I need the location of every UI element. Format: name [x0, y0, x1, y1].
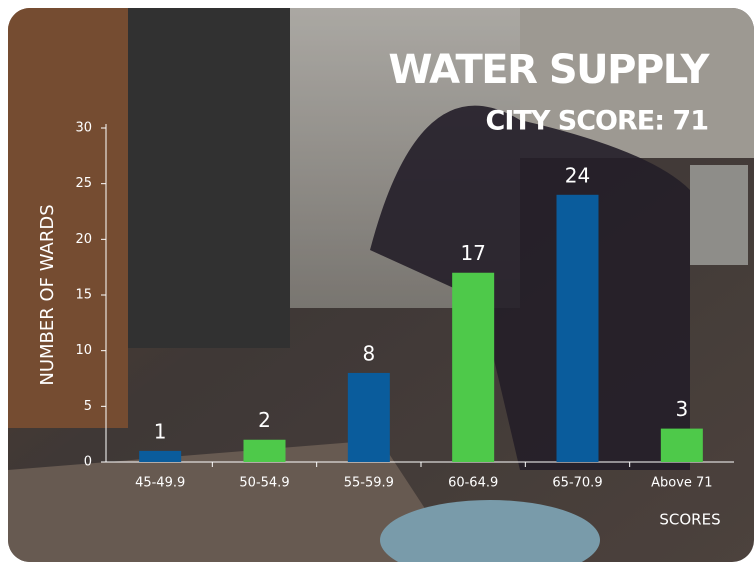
x-tick-label: 50-54.9 [239, 476, 289, 491]
data-label: 1 [154, 419, 167, 443]
bar [660, 428, 703, 462]
x-tick-label: 60-64.9 [448, 476, 498, 491]
data-label: 3 [675, 397, 688, 421]
y-tick-label: 15 [75, 288, 92, 303]
bar [139, 450, 182, 462]
data-label: 8 [362, 341, 375, 365]
data-label: 24 [565, 163, 590, 187]
y-tick-label: 10 [75, 343, 92, 358]
x-tick-label: Above 71 [651, 476, 712, 491]
x-axis-label: SCORES [659, 511, 720, 529]
data-label: 17 [460, 241, 485, 265]
chart-title: WATER SUPPLY [388, 47, 710, 93]
y-tick-label: 0 [84, 455, 92, 470]
bar [243, 439, 286, 462]
data-label: 2 [258, 408, 271, 432]
y-axis-label: NUMBER OF WARDS [37, 204, 58, 385]
y-tick-label: 5 [84, 399, 92, 414]
y-tick-label: 20 [75, 232, 92, 247]
bar [452, 272, 495, 462]
bar [556, 194, 599, 463]
x-tick-label: 45-49.9 [135, 476, 185, 491]
y-tick-label: 25 [75, 176, 92, 191]
bar [347, 372, 390, 462]
y-tick-label: 30 [75, 121, 92, 136]
background-photo [8, 8, 754, 562]
chart-subtitle: CITY SCORE: 71 [486, 106, 708, 137]
x-tick-label: 55-59.9 [344, 476, 394, 491]
x-tick-label: 65-70.9 [552, 476, 602, 491]
